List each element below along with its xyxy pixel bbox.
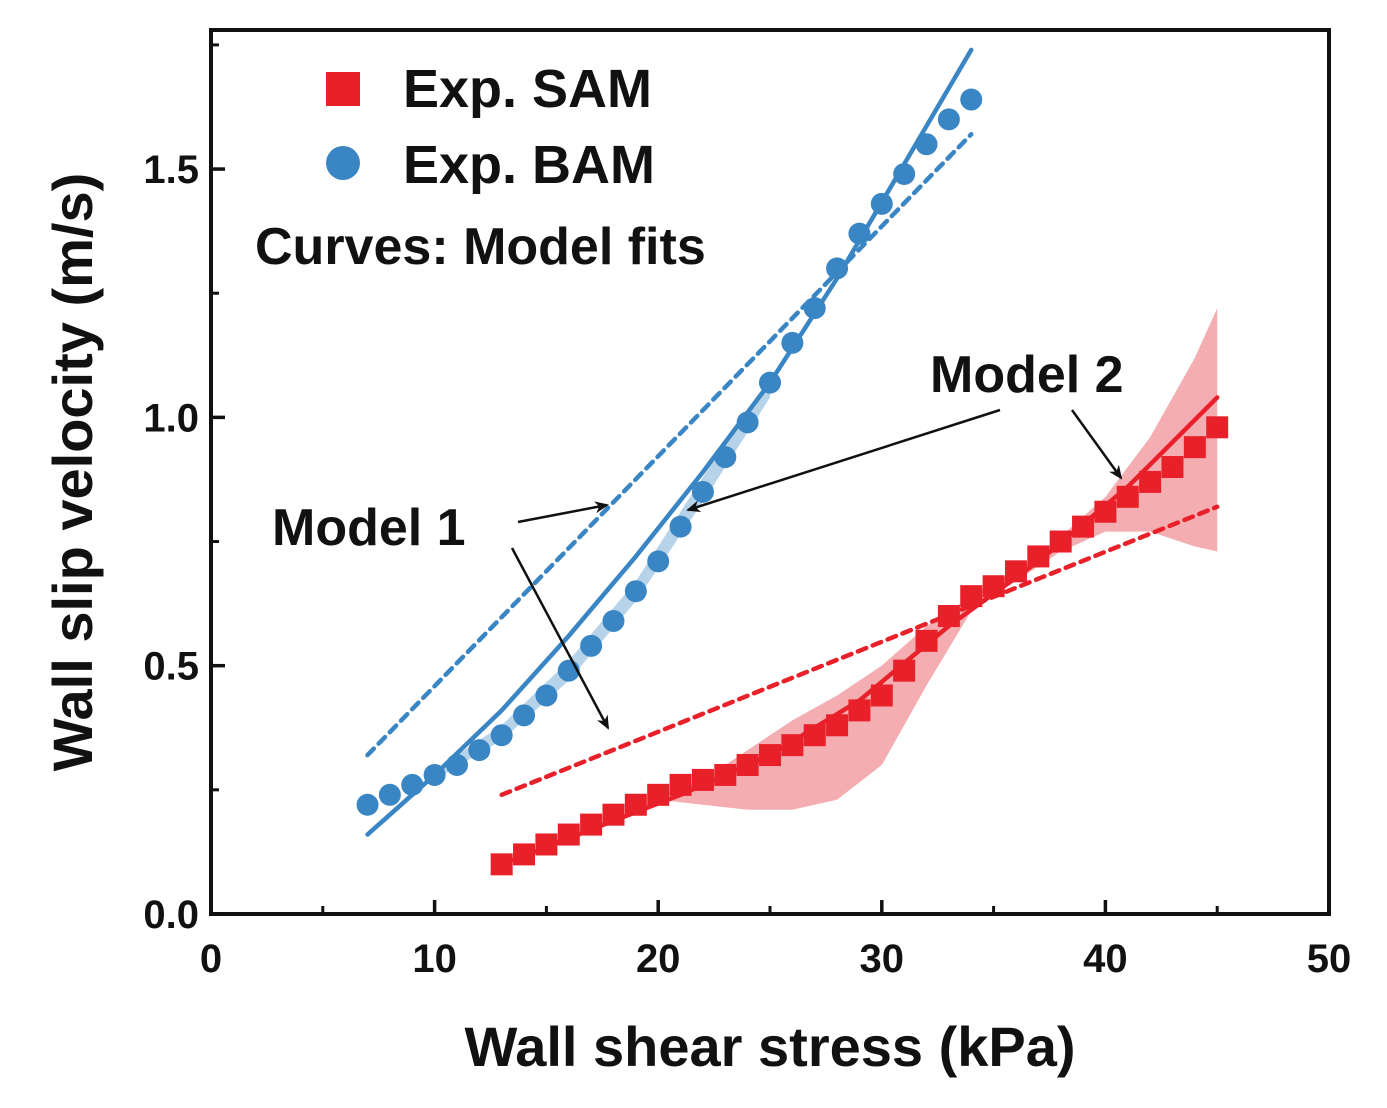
bam-point-13 [647, 550, 670, 573]
sam-point-23 [1004, 560, 1027, 583]
bam-point-19 [781, 331, 804, 354]
bam-point-24 [893, 163, 916, 186]
legend-label-bam: Exp. BAM [403, 135, 655, 195]
annotation-model-1: Model 1 [272, 499, 466, 557]
data-markers [356, 88, 1229, 876]
x-axis-title: Wall shear stress (kPa) [464, 1015, 1075, 1078]
sam-point-22 [982, 575, 1005, 598]
sam-point-6 [624, 793, 647, 816]
sam-point-4 [580, 813, 603, 836]
axis-ticks [209, 43, 1331, 916]
annotation-model-2: Model 2 [930, 346, 1124, 404]
bam-point-26 [937, 108, 960, 131]
sam-point-7 [647, 783, 670, 806]
x-tick-label: 20 [636, 937, 681, 981]
bam-point-10 [580, 634, 603, 657]
fit-model-1-exp-sam [499, 504, 1220, 798]
bam-point-16 [714, 446, 737, 469]
bam-point-4 [445, 754, 468, 777]
sam-point-26 [1072, 515, 1095, 538]
annotation-curves-note: Curves: Model fits [255, 218, 706, 276]
bam-point-15 [691, 480, 714, 503]
bam-point-8 [535, 684, 558, 707]
bam-point-27 [960, 88, 983, 111]
legend-marker-sam [326, 72, 360, 106]
bam-point-6 [490, 724, 513, 747]
fit-model-2-exp-bam [365, 47, 974, 837]
sam-point-30 [1161, 456, 1184, 479]
sam-point-15 [826, 714, 849, 737]
y-tick-label: 1.0 [143, 396, 199, 440]
sam-point-32 [1206, 416, 1229, 439]
bam-point-0 [356, 793, 379, 816]
arrow-model1-sam [510, 547, 610, 730]
sam-point-10 [714, 763, 737, 786]
bam-point-14 [669, 515, 692, 538]
arrow-model2-sam [1070, 409, 1123, 480]
y-tick-label: 1.5 [143, 148, 199, 192]
sam-point-12 [759, 744, 781, 767]
sam-point-19 [915, 629, 938, 652]
sam-point-5 [602, 803, 625, 826]
sam-point-1 [513, 843, 536, 866]
y-axis-title: Wall slip velocity (m/s) [41, 173, 104, 772]
sam-point-27 [1094, 500, 1117, 523]
bam-point-23 [870, 192, 893, 215]
bam-point-20 [803, 297, 826, 320]
sam-point-24 [1027, 545, 1050, 568]
legend-label-sam: Exp. SAM [403, 59, 652, 119]
legend-marker-bam [326, 146, 360, 180]
x-tick-label: 0 [200, 937, 222, 981]
sam-point-11 [736, 754, 759, 777]
bam-point-3 [423, 763, 446, 786]
bam-point-25 [915, 133, 938, 156]
sam-point-29 [1139, 470, 1162, 493]
bam-point-1 [378, 783, 401, 806]
sam-point-13 [781, 734, 804, 757]
bam-point-21 [826, 257, 849, 280]
bam-point-2 [401, 773, 424, 796]
sam-point-2 [535, 833, 558, 856]
sam-point-31 [1183, 436, 1206, 459]
sam-point-8 [669, 773, 692, 796]
x-tick-label: 50 [1307, 937, 1352, 981]
sam-point-28 [1116, 485, 1139, 508]
bam-point-12 [624, 580, 647, 603]
sam-point-20 [937, 605, 960, 628]
y-tick-label: 0.5 [143, 645, 199, 689]
x-tick-label: 40 [1083, 937, 1128, 981]
sam-point-17 [870, 684, 893, 707]
sam-point-25 [1049, 530, 1072, 553]
x-tick-label: 10 [412, 937, 457, 981]
sam-point-18 [893, 659, 916, 682]
annotation-arrows [510, 408, 1123, 730]
bam-point-11 [602, 609, 625, 632]
sam-point-21 [960, 585, 983, 608]
sam-point-0 [490, 853, 513, 876]
bam-point-18 [759, 371, 781, 394]
bam-point-7 [513, 704, 536, 727]
y-tick-label: 0.0 [143, 893, 199, 937]
bam-point-17 [736, 411, 759, 434]
bam-point-5 [468, 739, 491, 762]
sam-point-3 [557, 823, 580, 846]
sam-point-9 [691, 768, 714, 791]
sam-point-14 [803, 724, 826, 747]
legend: Exp. SAM Exp. BAM [326, 59, 655, 195]
arrow-model1-bam [517, 501, 609, 524]
bam-point-22 [848, 222, 871, 245]
x-tick-label: 30 [860, 937, 905, 981]
sam-point-16 [848, 699, 871, 722]
arrow-model2-bam [686, 408, 1001, 513]
fit-model-1-exp-bam [365, 132, 974, 758]
tick-labels: 0 10 20 30 40 50 0.0 0.5 1.0 1.5 [143, 148, 1351, 981]
